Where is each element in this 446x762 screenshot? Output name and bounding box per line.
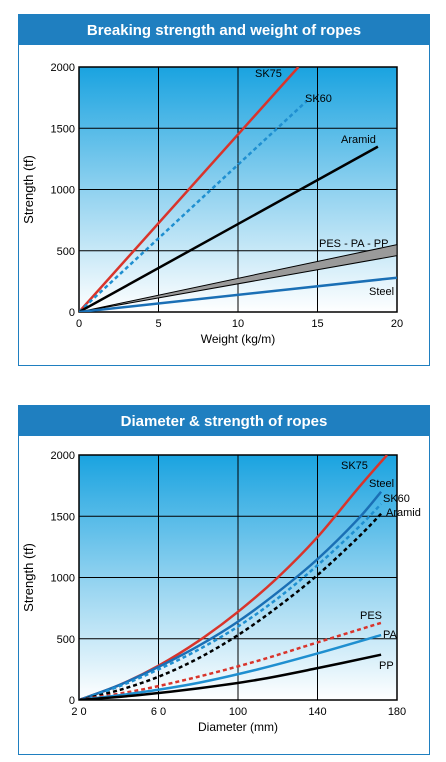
x-tick-label: 0 [76,318,82,330]
series-steel-line [79,490,383,700]
x-tick-label: 6 0 [151,706,166,718]
series-label-aramid: Aramid [386,507,421,519]
series-label-pa: PA [383,629,398,641]
plot-border [78,66,398,313]
y-axis-label: Strength (tf) [21,543,36,612]
y-tick-label: 500 [57,634,75,646]
series-label-sk60: SK60 [383,493,410,505]
series-sk60-line [79,503,382,700]
y-tick-label: 1000 [51,573,75,585]
series-label-pp: PP [379,660,394,672]
series-label-steel: Steel [369,478,394,490]
x-tick-label: 5 [155,318,161,330]
series-aramid-line [79,145,379,312]
plot-border [78,454,398,701]
y-tick-label: 0 [69,307,75,319]
x-axis-label: Weight (kg/m) [201,332,275,346]
x-tick-label: 2 0 [71,706,86,718]
y-tick-label: 2000 [51,450,75,462]
series-pa-line [79,633,382,700]
series-label-pes: PES [360,610,382,622]
series-label-sk75: SK75 [341,460,368,472]
series-pes-pa-pp-band [79,244,397,312]
series-label-sk75: SK75 [255,68,282,80]
y-tick-label: 1500 [51,511,75,523]
series-label-pes-pa-pp: PES - PA - PP [319,238,389,250]
diameter-strength-chart: 2 0 6 0 100 140 180 0 500 1000 1500 2000 Diameter … [21,450,421,734]
y-tick-label: 1500 [51,123,75,135]
x-tick-label: 100 [229,706,247,718]
x-tick-label: 10 [232,318,244,330]
strength-weight-chart: 0 5 10 15 20 0 500 1000 1500 2000 Weight (kg/m) Str… [21,62,403,346]
chart-panel-diameter: Diameter & strength of ropes 2 0 6 0 100 14… [18,405,430,755]
series-steel-line [79,276,397,312]
y-tick-label: 0 [69,695,75,707]
y-tick-label: 500 [57,246,75,258]
series-sk75-line [79,67,300,312]
series-sk60-line [79,100,308,312]
series-pes-line [79,621,382,700]
x-axis-label: Diameter (mm) [198,720,278,734]
series-label-steel: Steel [369,286,394,298]
chart-title: Breaking strength and weight of ropes [19,15,429,45]
x-tick-label: 180 [388,706,406,718]
y-axis-label: Strength (tf) [21,155,36,224]
series-label-aramid: Aramid [341,134,376,146]
series-label-sk60: SK60 [305,93,332,105]
y-tick-label: 1000 [51,185,75,197]
x-tick-label: 140 [308,706,326,718]
x-tick-label: 15 [311,318,323,330]
series-pp-line [79,653,382,700]
x-tick-label: 20 [391,318,403,330]
chart-title: Diameter & strength of ropes [19,406,429,436]
y-tick-label: 2000 [51,62,75,74]
chart-panel-weight: Breaking strength and weight of ropes 0 5… [18,14,430,366]
